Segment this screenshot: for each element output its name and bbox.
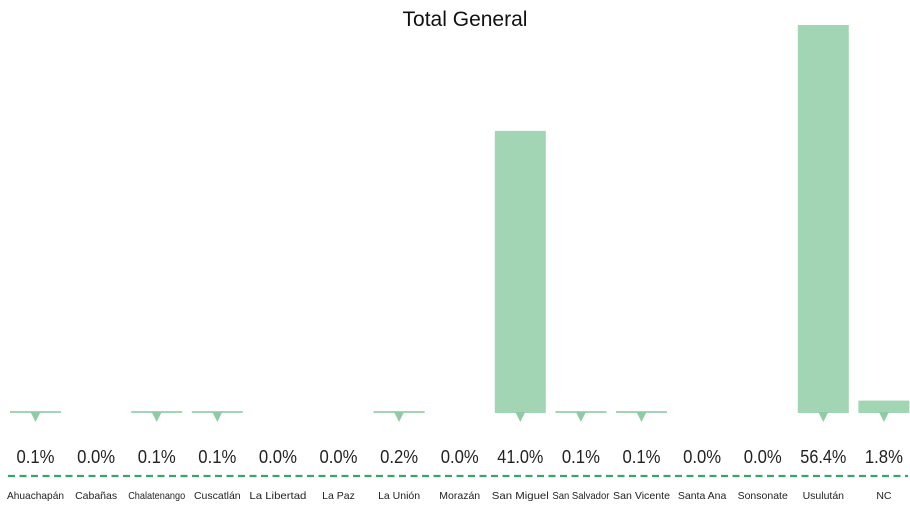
value-marker-san-vicente [636,412,647,422]
value-label-nc: 1.8% [865,447,903,467]
bar-usulutan [797,25,849,413]
value-labels-layer: 0.1% 0.0% 0.1% 0.1% 0.0% 0.0% 0.2% 0.0% 41.0% 0.1… [17,447,903,467]
category-label-la-libertad: La Libertad [249,490,306,502]
value-marker-usulutan [818,412,829,422]
category-label-usulutan: Usulután [803,490,845,502]
value-label-cabanas: 0.0% [77,447,115,467]
value-label-la-libertad: 0.0% [259,447,297,467]
value-marker-san-miguel [515,412,526,422]
bars-layer [10,25,910,413]
value-marker-ahuachapan [30,412,41,422]
bar-nc [858,400,910,413]
category-label-santa-ana: Santa Ana [678,490,727,502]
value-marker-san-salvador [575,412,586,422]
category-label-la-paz: La Paz [322,490,355,502]
value-marker-la-union [394,412,405,422]
category-label-sonsonate: Sonsonate [738,490,788,502]
value-label-la-paz: 0.0% [320,447,358,467]
category-label-nc: NC [876,490,892,502]
category-label-la-union: La Unión [378,490,420,502]
value-marker-cuscatlan [212,412,223,422]
value-label-san-vicente: 0.1% [623,447,661,467]
value-marker-chalatenango [151,412,162,422]
value-label-sonsonate: 0.0% [744,447,782,467]
value-label-usulutan: 56.4% [800,447,846,467]
value-label-la-union: 0.2% [380,447,418,467]
value-label-ahuachapan: 0.1% [17,447,55,467]
value-label-san-salvador: 0.1% [562,447,600,467]
category-label-san-salvador: San Salvador [552,490,609,502]
category-label-ahuachapan: Ahuachapán [7,490,64,502]
value-label-morazan: 0.0% [441,447,479,467]
chart-title: Total General [403,8,528,31]
value-label-cuscatlan: 0.1% [198,447,236,467]
value-label-santa-ana: 0.0% [683,447,721,467]
category-label-san-vicente: San Vicente [613,490,670,502]
value-markers-layer [30,412,889,422]
category-labels-layer: Ahuachapán Cabañas Chalatenango Cuscatlán La… [7,490,892,502]
value-label-chalatenango: 0.1% [138,447,176,467]
bar-san-miguel [494,130,546,413]
category-label-chalatenango: Chalatenango [128,490,185,502]
category-label-cabanas: Cabañas [75,490,117,502]
value-label-san-miguel: 41.0% [497,447,543,467]
category-label-cuscatlan: Cuscatlán [194,490,241,502]
category-label-morazan: Morazán [439,490,480,502]
value-marker-nc [878,412,889,422]
category-label-san-miguel: San Miguel [492,490,549,502]
